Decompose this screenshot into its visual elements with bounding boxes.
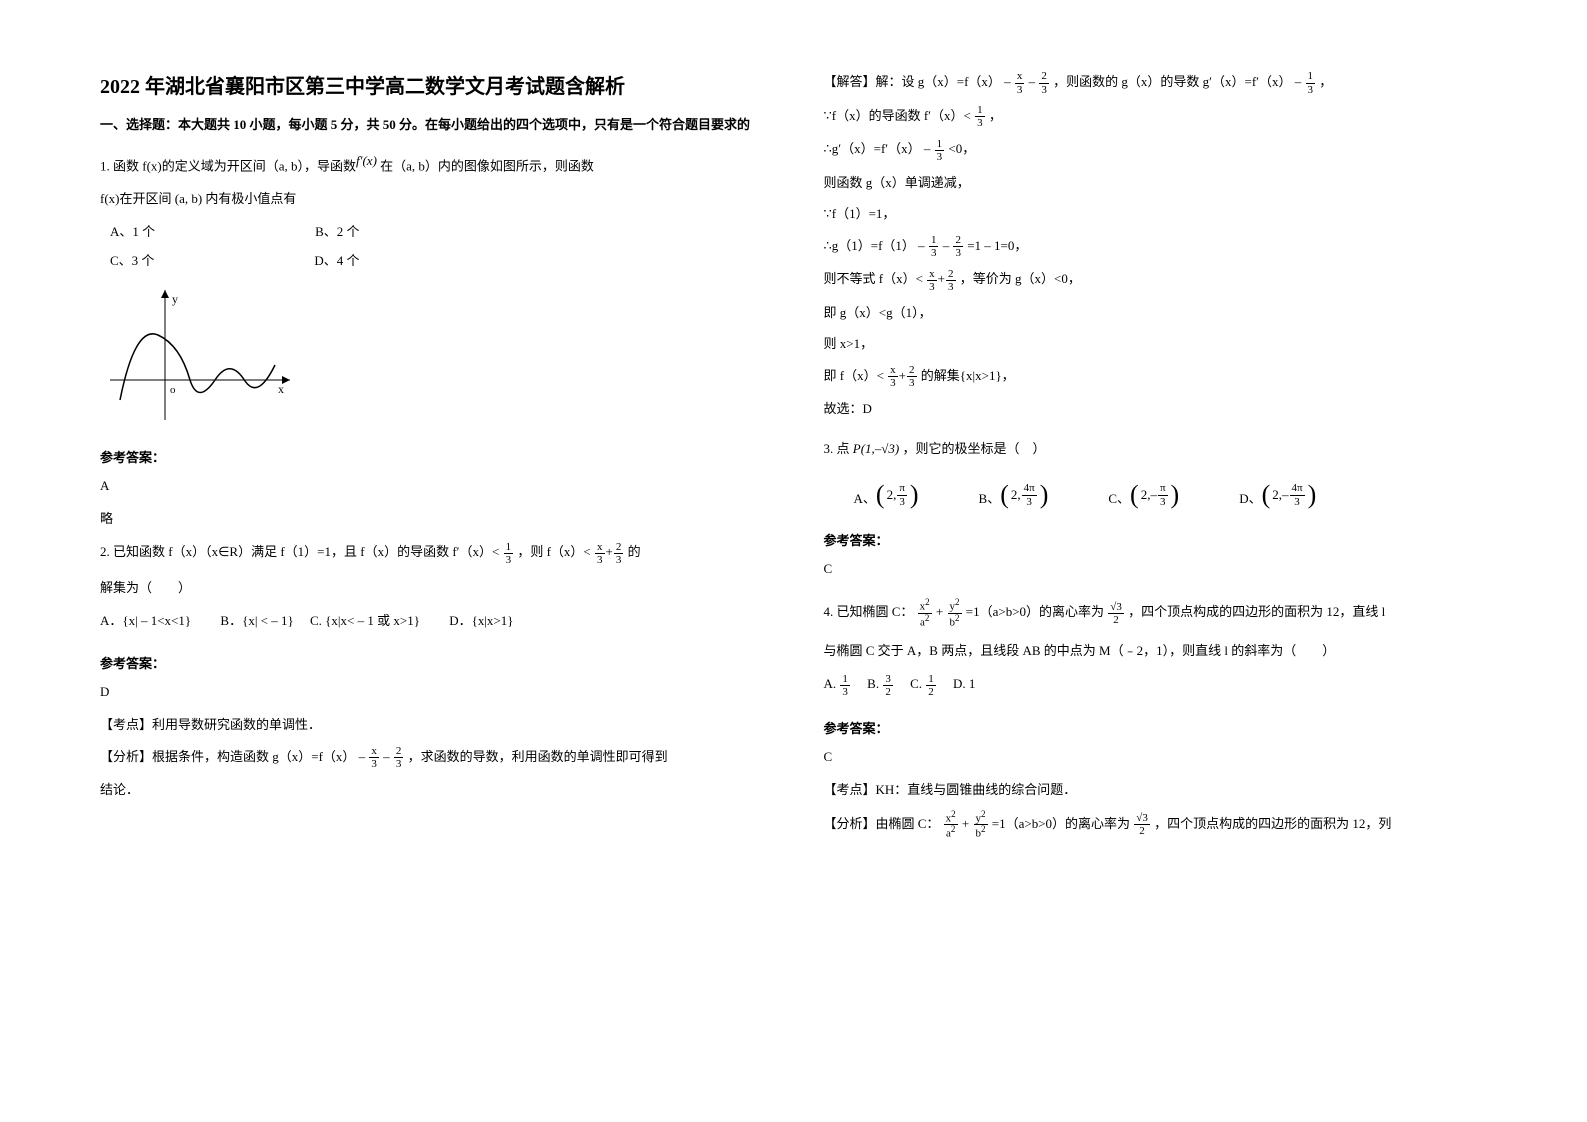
sol-s4: 则函数 g（x）单调递减， xyxy=(824,171,1488,194)
q3-ans-letter: C xyxy=(824,557,1488,580)
q3-optA: A、2,π3 xyxy=(854,480,919,510)
sol-s11: 故选：D xyxy=(824,397,1488,420)
o-label: o xyxy=(170,384,176,396)
frac-x-3b: x3 xyxy=(369,745,379,770)
q3-point: P(1,–√3) xyxy=(853,441,899,456)
q1-optC: C、3 个 xyxy=(110,250,154,269)
x-label: x xyxy=(278,382,284,396)
section-heading: 一、选择题：本大题共 10 小题，每小题 5 分，共 50 分。在每小题给出的四… xyxy=(100,115,764,135)
sol-s6: ∴g（1）=f（1） – 13 – 23 =1 – 1=0， xyxy=(824,234,1488,260)
frac-1-3: 13 xyxy=(504,541,514,566)
q1-opts-row2: C、3 个 D、4 个 xyxy=(110,250,764,269)
y-label: y xyxy=(172,292,178,306)
q1-text-b: 在（a, b）内的图像如图所示，则函数 xyxy=(377,158,594,173)
frac-y2-b2: y2b2 xyxy=(948,598,962,629)
sol-s8: 即 g（x）<g（1）， xyxy=(824,301,1488,324)
sol-s3: ∴g′（x）=f′（x） – 13 <0， xyxy=(824,137,1488,163)
q2-ans-letter: D xyxy=(100,680,764,703)
sol-s7: 则不等式 f（x）< x3+23 ，等价为 g（x）<0， xyxy=(824,267,1488,293)
q1-fprime: f′(x) xyxy=(356,153,377,168)
q2-stem-d: 解集为（ ） xyxy=(100,576,764,599)
sol-s10: 即 f（x）< x3+23 的解集{x|x>1}， xyxy=(824,364,1488,390)
q3-opts: A、2,π3 B、2,4π3 C、2,–π3 D、2,–4π3 xyxy=(854,480,1488,510)
q4-ans-letter: C xyxy=(824,745,1488,768)
page-title: 2022 年湖北省襄阳市区第三中学高二数学文月考试题含解析 xyxy=(100,70,764,99)
q2-optC: C. {x|x< – 1 或 x>1} xyxy=(310,613,420,628)
q3-optB: B、2,4π3 xyxy=(979,480,1049,510)
q4-point: 【考点】KH：直线与圆锥曲线的综合问题． xyxy=(824,778,1488,801)
q2-analysis-c: 结论． xyxy=(100,778,764,801)
q2-point: 【考点】利用导数研究函数的单调性． xyxy=(100,713,764,736)
q4-optA: A. xyxy=(824,676,837,691)
q2-c: 的 xyxy=(628,544,641,559)
frac-x2-a2: x2a2 xyxy=(918,598,932,629)
q1-optD: D、4 个 xyxy=(314,250,359,269)
frac-2-3b: 23 xyxy=(394,745,404,770)
q4-ans-label: 参考答案： xyxy=(824,718,1488,737)
q2-optA: A．{x| – 1<x<1} xyxy=(100,613,191,628)
q4-stem: 4. 已知椭圆 C： x2a2 + y2b2 =1（a>b>0）的离心率为 √3… xyxy=(824,598,1488,629)
q2-optB: B．{x| < – 1} xyxy=(220,613,293,628)
q2-stem: 2. 已知函数 f（x）（x∈R）满足 f（1）=1，且 f（x）的导函数 f′… xyxy=(100,540,764,566)
q2-optD: D．{x|x>1} xyxy=(449,613,513,628)
q3-ans-label: 参考答案： xyxy=(824,530,1488,549)
q2-b: ，则 f（x）< xyxy=(517,544,590,559)
q1-ans-note: 略 xyxy=(100,507,764,530)
q1-ans-letter: A xyxy=(100,474,764,497)
q1-optB: B、2 个 xyxy=(315,221,359,240)
q1-optA: A、1 个 xyxy=(110,221,155,240)
q1-opts-row1: A、1 个 B、2 个 xyxy=(110,221,764,240)
q1-graph: y x o xyxy=(100,285,300,425)
q4-analysis: 【分析】由椭圆 C： x2a2 + y2b2 =1（a>b>0）的离心率为 √3… xyxy=(824,810,1488,841)
left-column: 2022 年湖北省襄阳市区第三中学高二数学文月考试题含解析 一、选择题：本大题共… xyxy=(100,70,764,1082)
q2-analysis: 【分析】根据条件，构造函数 g（x）=f（x） – x3 – 23 ，求函数的导… xyxy=(100,745,764,771)
sol-s9: 则 x>1， xyxy=(824,332,1488,355)
sol-s5: ∵f（1）=1， xyxy=(824,202,1488,225)
q3-optC: C、2,–π3 xyxy=(1108,480,1179,510)
q4-optB: B. xyxy=(867,676,879,691)
q4-stem-d: 与椭圆 C 交于 A，B 两点，且线段 AB 的中点为 M（﹣2，1），则直线 … xyxy=(824,639,1488,662)
right-column: 【解答】解：设 g（x）=f（x） – x3 – 23 ，则函数的 g（x）的导… xyxy=(824,70,1488,1082)
sol-s2: ∵f（x）的导函数 f′（x）< 13 ， xyxy=(824,104,1488,130)
q2-opts: A．{x| – 1<x<1} B．{x| < – 1} C. {x|x< – 1… xyxy=(100,609,764,632)
q4-optD: D. 1 xyxy=(953,676,975,691)
q3-stem: 3. 点 P(1,–√3) ，则它的极坐标是（ ） xyxy=(824,437,1488,460)
q3-optD: D、2,–4π3 xyxy=(1239,480,1316,510)
sol-s1: 【解答】解：设 g（x）=f（x） – x3 – 23 ，则函数的 g（x）的导… xyxy=(824,70,1488,96)
q2-a: 2. 已知函数 f（x）（x∈R）满足 f（1）=1，且 f（x）的导函数 f′… xyxy=(100,544,499,559)
q1-text-a: 1. 函数 f(x)的定义域为开区间（a, b），导函数 xyxy=(100,158,356,173)
frac-r3-2: √32 xyxy=(1108,601,1124,626)
q4-opts: A. 13 B. 32 C. 12 D. 1 xyxy=(824,672,1488,698)
frac-2-3: 23 xyxy=(614,541,624,566)
q2-ans-label: 参考答案： xyxy=(100,653,764,672)
q1-stem-c: f(x)在开区间 (a, b) 内有极小值点有 xyxy=(100,187,764,210)
q1-stem: 1. 函数 f(x)的定义域为开区间（a, b），导函数f′(x) 在（a, b… xyxy=(100,149,764,178)
q1-ans-label: 参考答案： xyxy=(100,447,764,466)
q4-optC: C. xyxy=(910,676,922,691)
frac-x-3: x3 xyxy=(595,541,605,566)
